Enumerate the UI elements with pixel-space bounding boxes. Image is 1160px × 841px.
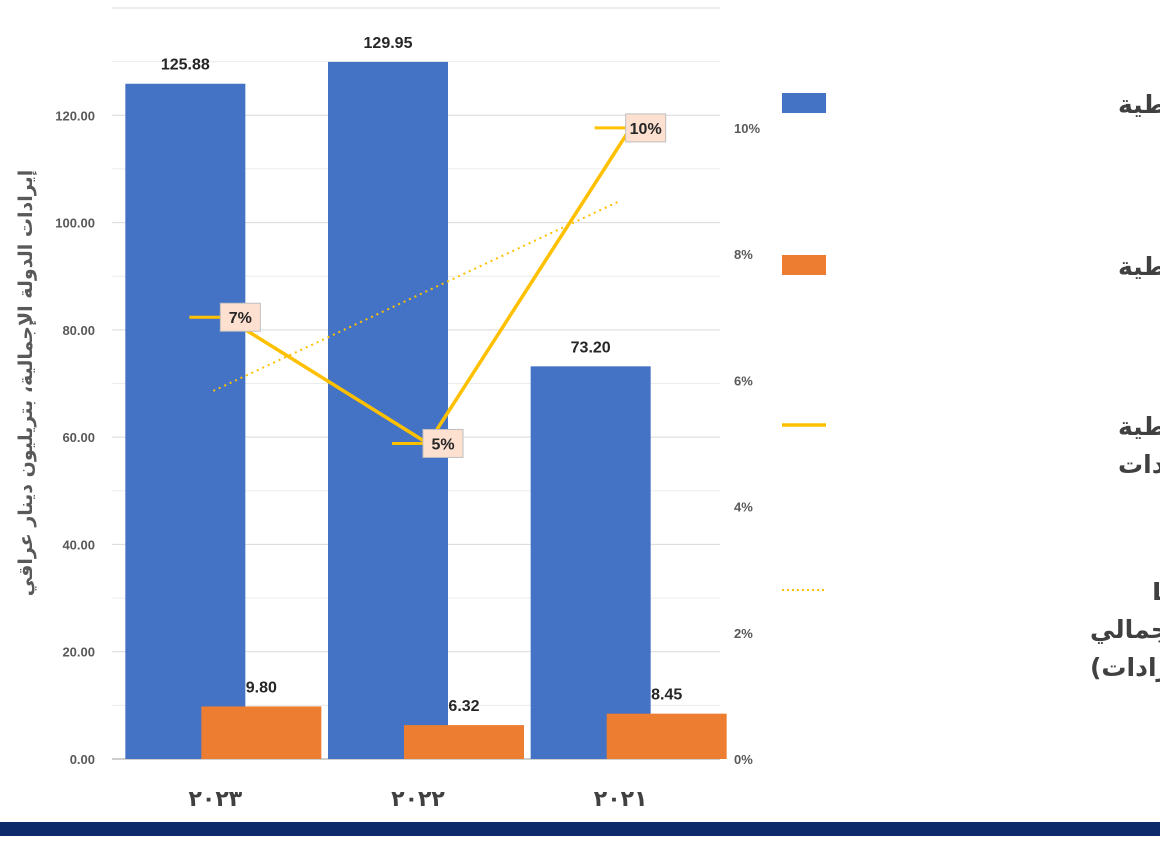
bar: [606, 713, 727, 759]
bar: [201, 706, 322, 759]
left-tick-label: 100.00: [55, 216, 95, 231]
left-tick-label: 60.00: [62, 430, 95, 445]
legend-label: الإيرادات): [1090, 653, 1160, 683]
legend-item: الإيرادات غير ) Linear النفطية من إجمالي ا…: [782, 577, 1160, 683]
legend-label: الإيرادات غير النفطية: [1118, 412, 1160, 442]
left-tick-label: 40.00: [62, 537, 95, 552]
bar: [404, 725, 524, 759]
bar-data-label: 129.95: [364, 35, 413, 52]
left-tick-label: 80.00: [62, 323, 95, 338]
bar-data-label: 9.80: [246, 679, 277, 696]
right-tick-label: 0%: [734, 752, 753, 767]
percent-data-label: 10%: [630, 121, 662, 138]
percent-data-label: 7%: [229, 310, 252, 327]
legend-label: الإيرادات النفطية: [1118, 90, 1160, 120]
bar-data-label: 8.45: [651, 687, 682, 704]
left-tick-label: 120.00: [55, 108, 95, 123]
legend-label: الإيرادات غير ) Linear: [1152, 577, 1160, 607]
left-tick-label: 20.00: [62, 645, 95, 660]
percent-label-box: [422, 428, 464, 458]
bar: [328, 61, 448, 759]
legend-item: الإيرادات النفطية: [782, 90, 1160, 120]
legend-swatch: [782, 255, 826, 275]
legend-label: من إجمالي الإيرادات: [1118, 450, 1160, 480]
left-tick-label: 0.00: [70, 752, 95, 767]
bar: [530, 366, 651, 759]
right-axis-ticks: 0% 2% 4% 6% 8% 10%: [734, 121, 760, 767]
legend-label: الإيرادات غير النفطية: [1118, 252, 1160, 282]
legend-item: الإيرادات غير النفطية: [782, 252, 1160, 282]
category-label: ٢٠٢٢: [391, 787, 445, 812]
y-axis-title: إيرادات الدولة الإجمالية، بتريليون دينار…: [15, 170, 37, 597]
footer-bar: [0, 822, 1160, 836]
trendline-path: [212, 200, 620, 392]
bars: 125.88 129.95 73.20 9.80 6.32 8.45: [125, 35, 727, 759]
right-tick-label: 8%: [734, 247, 753, 262]
right-tick-label: 10%: [734, 121, 760, 136]
percent-data-label: 5%: [431, 436, 454, 453]
percent-label-box: [625, 113, 667, 143]
percentage-line: 7% 5% 10%: [189, 113, 667, 458]
trendline: [212, 200, 620, 392]
category-label: ٢٠٢٣: [188, 787, 242, 812]
bar-data-label: 125.88: [161, 57, 210, 74]
bar: [125, 83, 246, 759]
right-tick-label: 6%: [734, 373, 753, 388]
left-axis-ticks: 0.00 20.00 40.00 60.00 80.00 100.00 120.00: [55, 108, 95, 767]
legend: الإيرادات النفطيةالإيرادات غير النفطيةال…: [782, 90, 1160, 683]
right-tick-label: 4%: [734, 500, 753, 515]
category-label: ٢٠٢١: [594, 787, 648, 812]
legend-label: النفطية من إجمالي: [1090, 615, 1160, 645]
category-labels: ٢٠٢٣ ٢٠٢٢ ٢٠٢١: [188, 787, 647, 812]
bar-data-label: 73.20: [571, 339, 611, 356]
percent-label-box: [219, 302, 261, 332]
bar-data-label: 6.32: [448, 698, 479, 715]
legend-item: الإيرادات غير النفطية من إجمالي الإيرادات: [782, 412, 1160, 480]
legend-swatch: [782, 93, 826, 113]
right-tick-label: 2%: [734, 626, 753, 641]
